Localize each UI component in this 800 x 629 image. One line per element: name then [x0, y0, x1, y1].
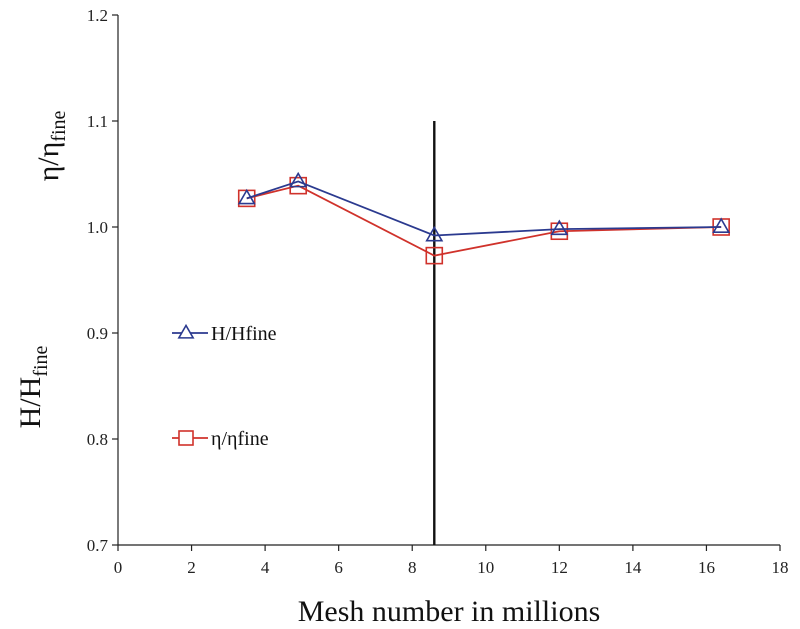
legend-item: η/ηfine	[172, 428, 269, 450]
data-point-triangle	[237, 188, 256, 205]
legend-marker-triangle	[177, 323, 195, 339]
x-tick-label: 0	[114, 558, 123, 577]
x-tick-label: 4	[261, 558, 270, 577]
x-tick-label: 10	[477, 558, 494, 577]
series-line	[246, 180, 722, 237]
legend: H/Hfine η/ηfine	[172, 323, 277, 450]
x-tick-label: 14	[624, 558, 642, 577]
y-axis-title-head: H/Hfine	[14, 345, 52, 428]
y-tick-label: 0.8	[87, 430, 108, 449]
x-axis-title: Mesh number in millions	[298, 595, 601, 628]
series-line	[246, 184, 722, 257]
x-ticks: 0 2 4 6 8 10 12 14 16 18	[114, 545, 789, 577]
series-efficiency-ratio	[237, 176, 730, 265]
legend-item: H/Hfine	[172, 323, 277, 345]
data-point-triangle	[425, 225, 444, 242]
series-head-ratio	[237, 171, 731, 242]
legend-label: η/ηfine	[211, 428, 269, 450]
x-tick-label: 6	[334, 558, 343, 577]
y-ticks: 0.7 0.8 0.9 1.0 1.1 1.2	[87, 6, 118, 555]
x-tick-label: 8	[408, 558, 417, 577]
y-axis-title-head-base: H/H	[14, 377, 47, 429]
data-point-triangle	[712, 217, 731, 233]
data-point-square	[550, 222, 569, 241]
series	[237, 171, 731, 265]
x-tick-label: 18	[772, 558, 789, 577]
y-axis-title-head-subscript: fine	[30, 345, 52, 376]
y-axis-title-efficiency: η/ηfine	[32, 110, 70, 181]
x-tick-label: 16	[698, 558, 715, 577]
y-tick-label: 1.2	[87, 6, 108, 25]
y-axis-title-efficiency-base: η/η	[32, 142, 65, 182]
x-tick-label: 12	[551, 558, 568, 577]
data-point-square	[289, 176, 308, 195]
y-axis-title-efficiency-subscript: fine	[48, 110, 70, 141]
y-tick-label: 1.0	[87, 218, 108, 237]
x-tick-label: 2	[187, 558, 196, 577]
y-tick-label: 1.1	[87, 112, 108, 131]
data-point-triangle	[550, 219, 569, 236]
axes	[117, 15, 780, 546]
legend-marker-square	[178, 430, 194, 446]
legend-label: H/Hfine	[211, 323, 277, 345]
y-tick-label: 0.9	[87, 324, 108, 343]
y-tick-label: 0.7	[87, 536, 109, 555]
data-point-triangle	[289, 171, 308, 188]
data-point-square	[425, 246, 444, 265]
